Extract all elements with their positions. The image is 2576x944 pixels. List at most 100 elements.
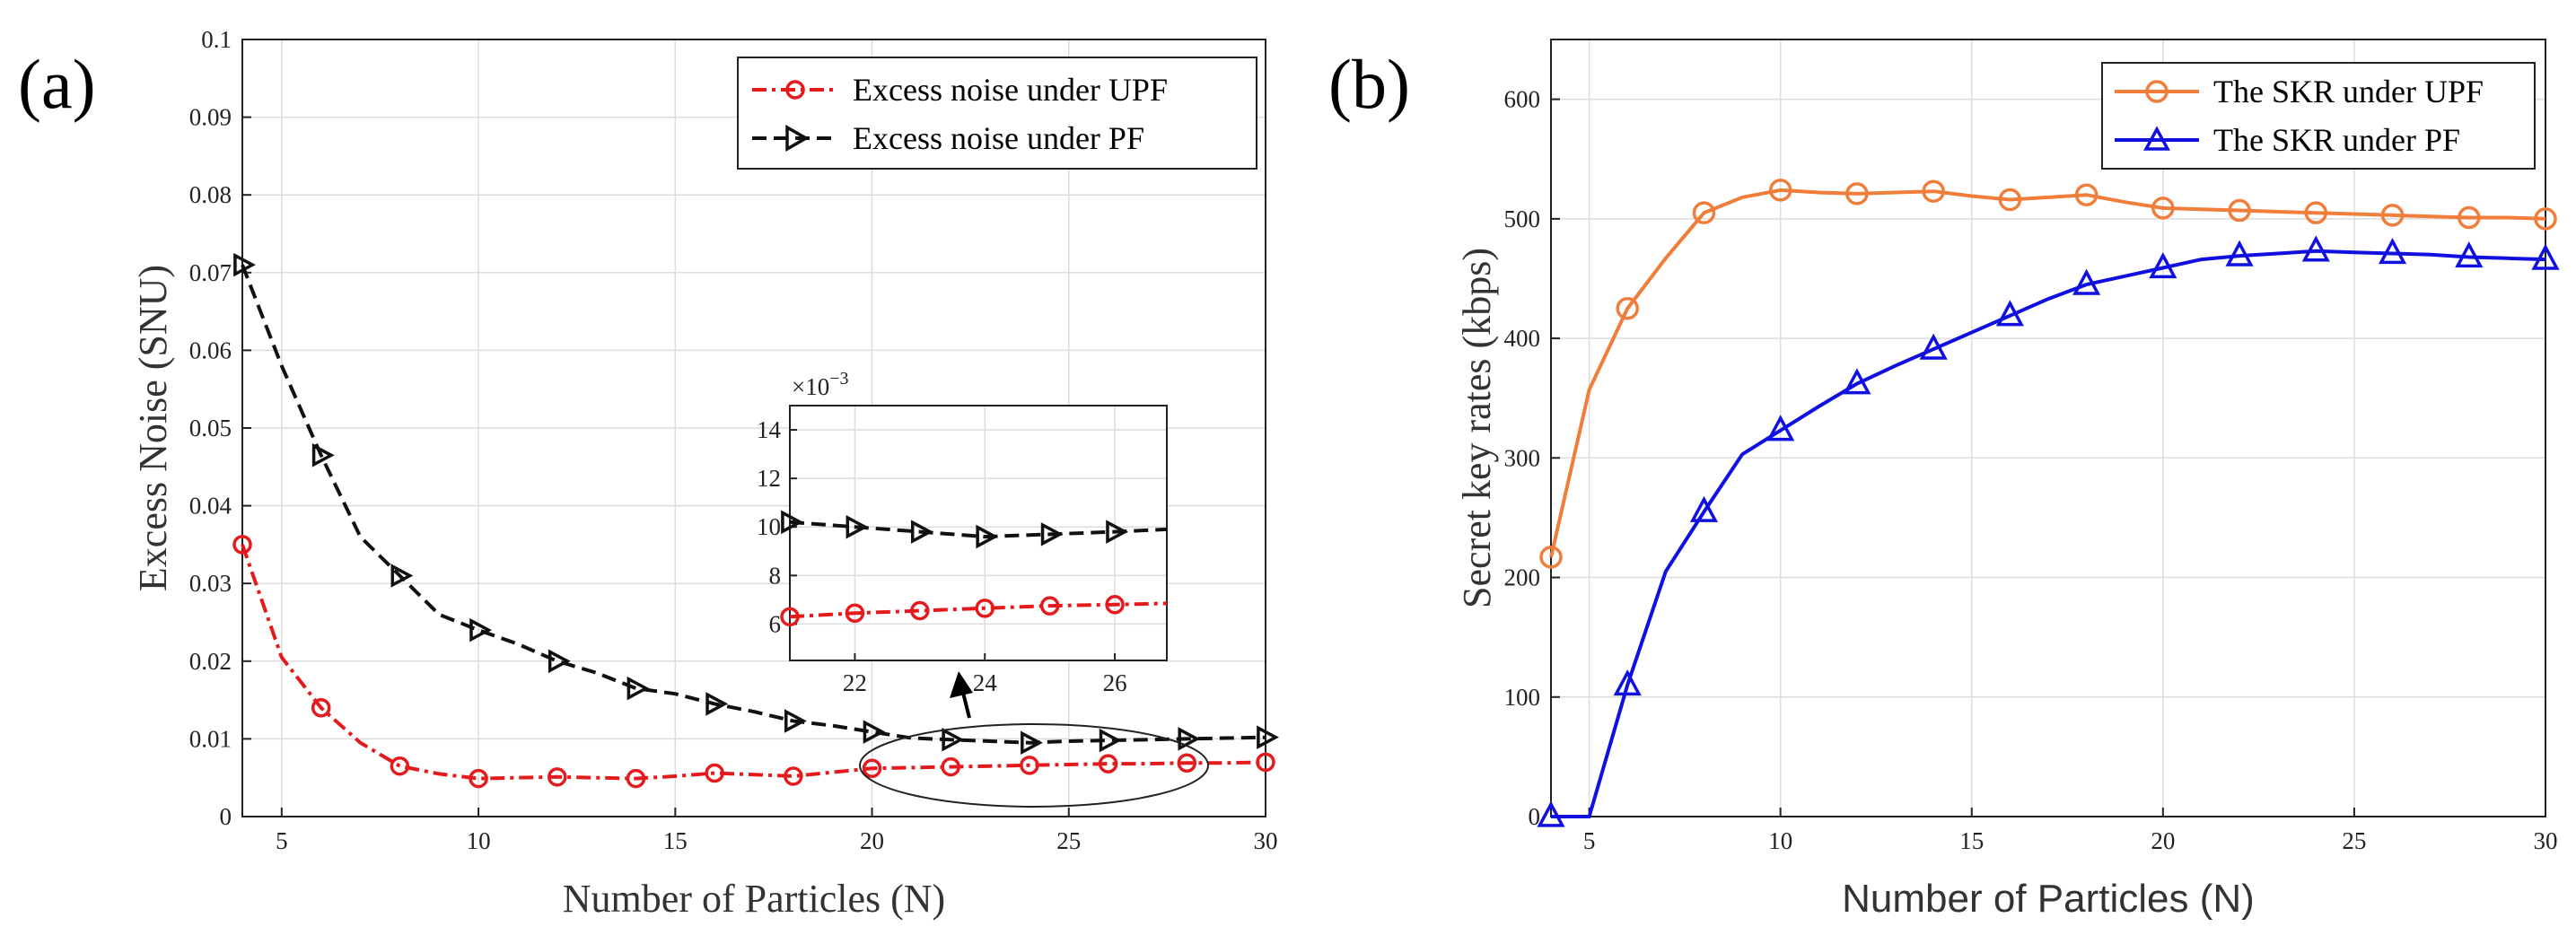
inset-y-tick-label: 14 xyxy=(757,416,782,443)
inset-series-line-0 xyxy=(789,601,1168,619)
series-0-marker xyxy=(2458,205,2481,230)
inset-exponent-power: −3 xyxy=(829,369,848,389)
x-tick-label: 20 xyxy=(860,827,884,854)
inset-series xyxy=(780,510,1168,627)
legend-label-pf-noise: Excess noise under PF xyxy=(853,120,1144,156)
y-tick-label: 0.05 xyxy=(189,415,232,441)
inset-y-tick-label: 8 xyxy=(769,562,782,589)
series-1-marker xyxy=(1919,333,1948,360)
panel-b-legend: The SKR under UPF The SKR under PF xyxy=(2101,62,2536,170)
y-tick-label: 0.02 xyxy=(189,648,232,675)
inset-series-0-marker xyxy=(1105,595,1125,615)
series-0-marker xyxy=(232,535,252,555)
series-1-marker xyxy=(1178,727,1201,751)
series-1-marker xyxy=(1537,800,1565,827)
series-1-marker xyxy=(1995,300,2024,327)
series-1-marker xyxy=(1099,728,1122,753)
y-tick-label: 0 xyxy=(1529,803,1541,830)
series-1-marker xyxy=(784,709,807,733)
series-1-marker xyxy=(2072,268,2101,295)
series-0-marker xyxy=(1845,182,1869,205)
zoom-arrow xyxy=(950,671,973,719)
x-tick-label: 30 xyxy=(1254,827,1278,854)
inset-series-0-marker xyxy=(780,607,800,627)
y-tick-label: 0.09 xyxy=(189,104,232,131)
series-1-marker xyxy=(1689,495,1719,522)
y-tick-label: 0.03 xyxy=(189,570,232,597)
panel-a-legend-box xyxy=(737,57,1257,170)
inset-series-0-marker xyxy=(1039,596,1060,616)
inset-x-tick-label: 26 xyxy=(1103,669,1127,696)
panel-a-series xyxy=(232,252,1279,789)
series-1-marker xyxy=(2531,243,2560,270)
panel-b-series xyxy=(1537,179,2560,827)
series-0-marker xyxy=(1998,188,2022,212)
y-tick-label: 200 xyxy=(1504,564,1541,591)
series-0-marker xyxy=(1692,201,1716,224)
panel-b-label: (b) xyxy=(1328,45,1410,123)
series-1-marker xyxy=(233,252,256,277)
series-0-marker xyxy=(784,766,803,786)
series-1-marker xyxy=(1843,368,1871,395)
inset-y-tick-label: 6 xyxy=(769,610,782,637)
inset-x-tick-label: 24 xyxy=(973,669,998,696)
series-1-marker xyxy=(705,692,729,716)
series-0-marker xyxy=(626,768,646,789)
series-0-marker xyxy=(2228,198,2251,223)
inset-y-tick-label: 10 xyxy=(757,513,781,540)
inset-series-1-marker xyxy=(976,524,999,549)
series-0-marker xyxy=(1098,754,1118,774)
x-tick-label: 5 xyxy=(276,827,288,854)
series-line-0 xyxy=(1549,188,2546,558)
x-tick-label: 25 xyxy=(2342,827,2366,854)
panel-a-ticks: 5 10 15 20 25 30 0 0.01 0.02 0.03 0.04 0.05 0.06 0.07… xyxy=(189,26,1278,854)
y-tick-label: 0.08 xyxy=(189,181,232,208)
inset-series-1-marker xyxy=(910,520,933,544)
inset-zoom-plot: 22 24 26 6 8 10 12 14 ×10−3 xyxy=(757,369,1168,696)
panel-a-xlabel: Number of Particles (N) xyxy=(563,877,945,921)
y-tick-label: 0.07 xyxy=(189,259,232,286)
series-0-marker xyxy=(705,763,724,783)
inset-grid xyxy=(790,406,1167,660)
series-1-marker xyxy=(2225,240,2254,267)
y-tick-label: 0.1 xyxy=(201,26,232,53)
series-1-marker xyxy=(1766,415,1795,441)
series-1-marker xyxy=(311,443,335,468)
x-tick-label: 5 xyxy=(1583,827,1596,854)
x-tick-label: 20 xyxy=(2151,827,2175,854)
y-tick-label: 0.01 xyxy=(189,725,232,752)
series-0-marker xyxy=(1020,756,1039,775)
inset-axes-box xyxy=(789,405,1168,661)
inset-series-1-marker xyxy=(781,510,803,535)
series-1-marker xyxy=(1021,730,1043,756)
series-0-marker xyxy=(2151,197,2175,220)
series-0-marker xyxy=(469,768,488,789)
y-tick-label: 400 xyxy=(1504,325,1541,352)
series-0-marker xyxy=(390,756,410,776)
panel-a-label: (a) xyxy=(18,45,96,123)
series-1-marker xyxy=(863,720,886,744)
series-0-marker xyxy=(862,758,882,779)
series-0-marker xyxy=(2380,204,2405,227)
inset-series-1-marker xyxy=(846,514,869,539)
panel-a-ylabel: Excess Noise (SNU) xyxy=(131,265,175,591)
legend-label-upf-skr: The SKR under UPF xyxy=(2213,74,2484,109)
series-0-marker xyxy=(1768,179,1792,202)
y-tick-label: 0.06 xyxy=(189,337,232,363)
series-line-1 xyxy=(1551,249,2546,818)
inset-exponent: ×10−3 xyxy=(792,369,849,400)
legend-label-upf-noise: Excess noise under UPF xyxy=(853,72,1168,108)
y-tick-label: 0 xyxy=(220,803,232,830)
series-1-marker xyxy=(1257,725,1279,749)
inset-ticks: 22 24 26 6 8 10 12 14 xyxy=(757,416,1127,696)
y-tick-label: 100 xyxy=(1504,684,1541,711)
panel-b-axes-box xyxy=(1550,39,2546,817)
legend-marker-triangle xyxy=(2143,126,2170,151)
x-tick-label: 10 xyxy=(467,827,491,854)
series-1-marker xyxy=(390,564,414,588)
series-1-marker xyxy=(469,617,493,642)
series-1-marker xyxy=(626,676,650,701)
series-0-marker xyxy=(1177,753,1197,773)
